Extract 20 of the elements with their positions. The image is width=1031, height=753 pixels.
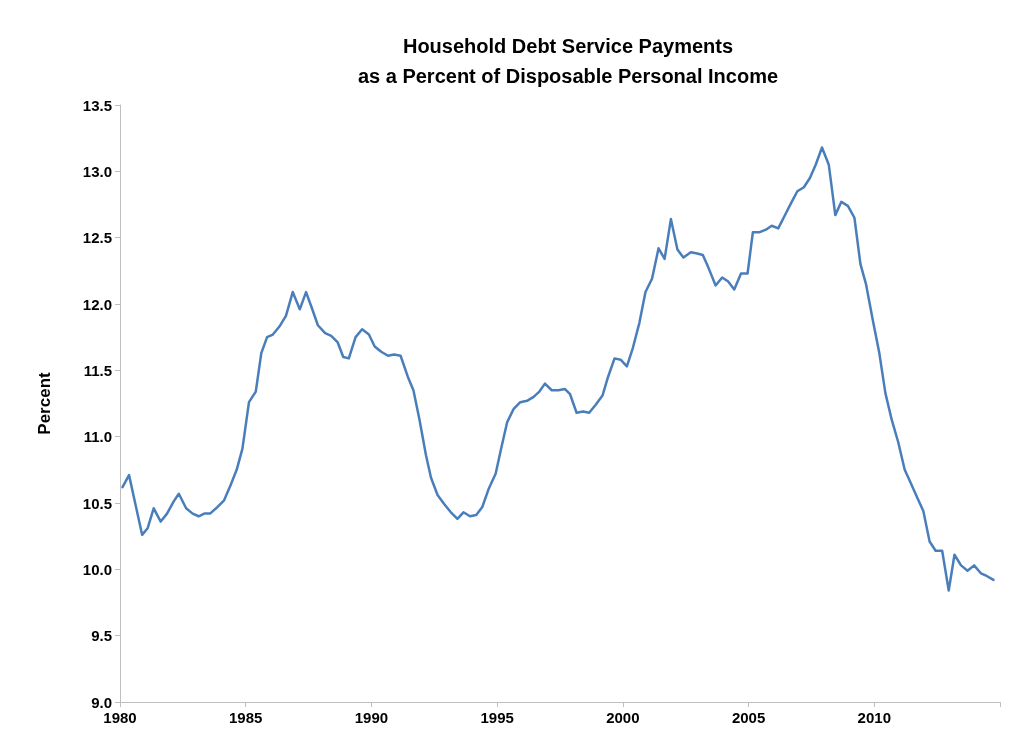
y-tick-label: 12.5 bbox=[82, 229, 112, 247]
y-tick-label: 11.5 bbox=[83, 361, 112, 379]
x-tick-label: 2000 bbox=[606, 709, 640, 726]
x-tick-label: 1985 bbox=[229, 709, 263, 726]
x-tick-label: 1995 bbox=[480, 709, 514, 726]
y-tick-label: 12.0 bbox=[82, 295, 112, 313]
y-tick-label: 11.0 bbox=[83, 428, 112, 446]
y-tick-label: 13.5 bbox=[82, 96, 112, 114]
x-tick-label: 1990 bbox=[354, 709, 389, 726]
y-tick-label: 10.5 bbox=[82, 494, 112, 512]
chart-title: Household Debt Service Payments as a Percent of Disposable Personal Income bbox=[357, 35, 779, 87]
x-tick-label: 1980 bbox=[103, 709, 137, 726]
x-tick-label: 2005 bbox=[731, 709, 766, 726]
y-axis-title: Percent bbox=[35, 371, 54, 435]
y-tick-label: 9.0 bbox=[91, 693, 112, 711]
line-series bbox=[121, 146, 995, 592]
y-tick-label: 13.0 bbox=[82, 162, 112, 180]
y-tick-label: 9.5 bbox=[91, 627, 112, 645]
y-tick-label: 10.0 bbox=[82, 560, 112, 578]
x-tick-label: 2010 bbox=[857, 709, 891, 726]
